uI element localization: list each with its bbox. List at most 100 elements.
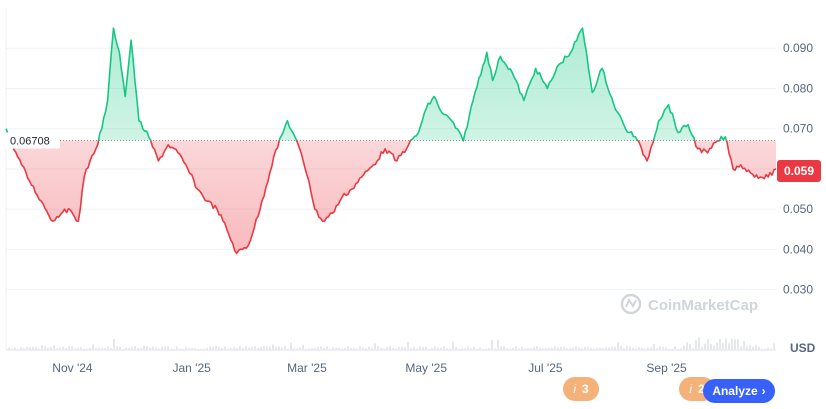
analyze-label: Analyze [712,384,758,398]
volume-bar [710,343,712,350]
volume-bar [755,344,757,350]
volume-bar [362,347,364,350]
volume-bar [287,348,289,350]
volume-bar [197,348,199,350]
volume-bar [188,347,190,350]
volume-bar [650,347,652,350]
volume-bar [767,348,769,350]
chevron-right-icon: › [761,384,766,398]
volume-bar [380,347,382,350]
area-fill-below [6,140,776,254]
volume-bar [509,348,511,350]
volume-bar [632,347,634,350]
volume-bar [554,346,556,350]
volume-bar [746,346,748,350]
event-marker-1[interactable]: i 3 [563,377,599,401]
volume-bar [599,347,601,350]
volume-bar [173,348,175,350]
volume-bar [719,339,721,350]
volume-bar [371,348,373,350]
volume-bar [11,348,13,350]
volume-bar [401,346,403,350]
volume-bar [692,348,694,350]
volume-bar [653,344,655,350]
volume-bar [584,346,586,350]
volume-bar [167,346,169,350]
analyze-button[interactable]: Analyze › [703,379,775,403]
volume-bar [65,347,67,350]
y-tick-label: 0.030 [783,283,813,297]
volume-bar [83,348,85,350]
volume-bar [566,348,568,350]
volume-bar [497,339,499,350]
volume-bar [494,348,496,350]
volume-bar [704,343,706,350]
reference-label: 0.06708 [4,132,60,149]
coinmarketcap-watermark: CoinMarketCap [620,293,758,315]
volume-bar [647,347,649,350]
volume-bar [257,347,259,350]
volume-bar [194,348,196,350]
volume-bar [452,341,454,350]
volume-bar [419,346,421,350]
volume-bar [590,347,592,350]
volume-bar [557,347,559,350]
volume-bar [635,348,637,350]
volume-bar [182,348,184,350]
volume-bar [119,347,121,350]
volume-bar [701,346,703,350]
volume-bar [41,345,43,350]
volume-bar [365,347,367,350]
volume-bar [683,345,685,350]
volume-bar [743,341,745,350]
volume-bar [47,347,49,350]
volume-bar [461,348,463,350]
reference-label-text: 0.06708 [10,135,50,147]
volume-bar [611,346,613,350]
volume-bar [668,348,670,350]
volume-bar [323,347,325,350]
area-fill-above [6,28,727,141]
volume-bar [104,348,106,350]
volume-bar [503,346,505,350]
y-axis-unit: USD [790,341,816,355]
volume-bar [458,348,460,350]
volume-bar [449,348,451,350]
volume-bar [446,348,448,350]
volume-bar [230,348,232,350]
volume-bar [137,347,139,350]
volume-bar [140,347,142,350]
volume-bar [482,348,484,350]
volume-bar [671,348,673,350]
volume-bar [131,346,133,350]
volume-bar [302,344,304,350]
volume-bar [293,348,295,350]
volume-bar [281,347,283,350]
volume-bar [530,348,532,350]
volume-bar [161,346,163,350]
volume-bar [542,348,544,350]
x-axis: Nov '24 Jan '25 Mar '25 May '25 Jul '25 Sep '… [52,361,687,375]
volume-bar [344,347,346,350]
volume-bar [764,348,766,350]
volume-bar [17,348,19,350]
volume-bar [221,347,223,350]
volume-bar [89,347,91,350]
volume-bar [437,347,439,350]
volume-bar [485,348,487,350]
volume-bar [299,347,301,350]
volume-bar [134,346,136,350]
volume-bar [620,346,622,350]
volume-bar [398,347,400,350]
volume-bar [512,347,514,350]
volume-bar [35,347,37,350]
volume-bar [242,347,244,350]
volume-bar [545,348,547,350]
volume-bar [308,348,310,350]
volume-bar [311,348,313,350]
x-tick-label: Mar '25 [287,361,327,375]
volume-bar [491,339,493,350]
volume-bar [326,346,328,350]
event-count: 3 [581,382,589,396]
